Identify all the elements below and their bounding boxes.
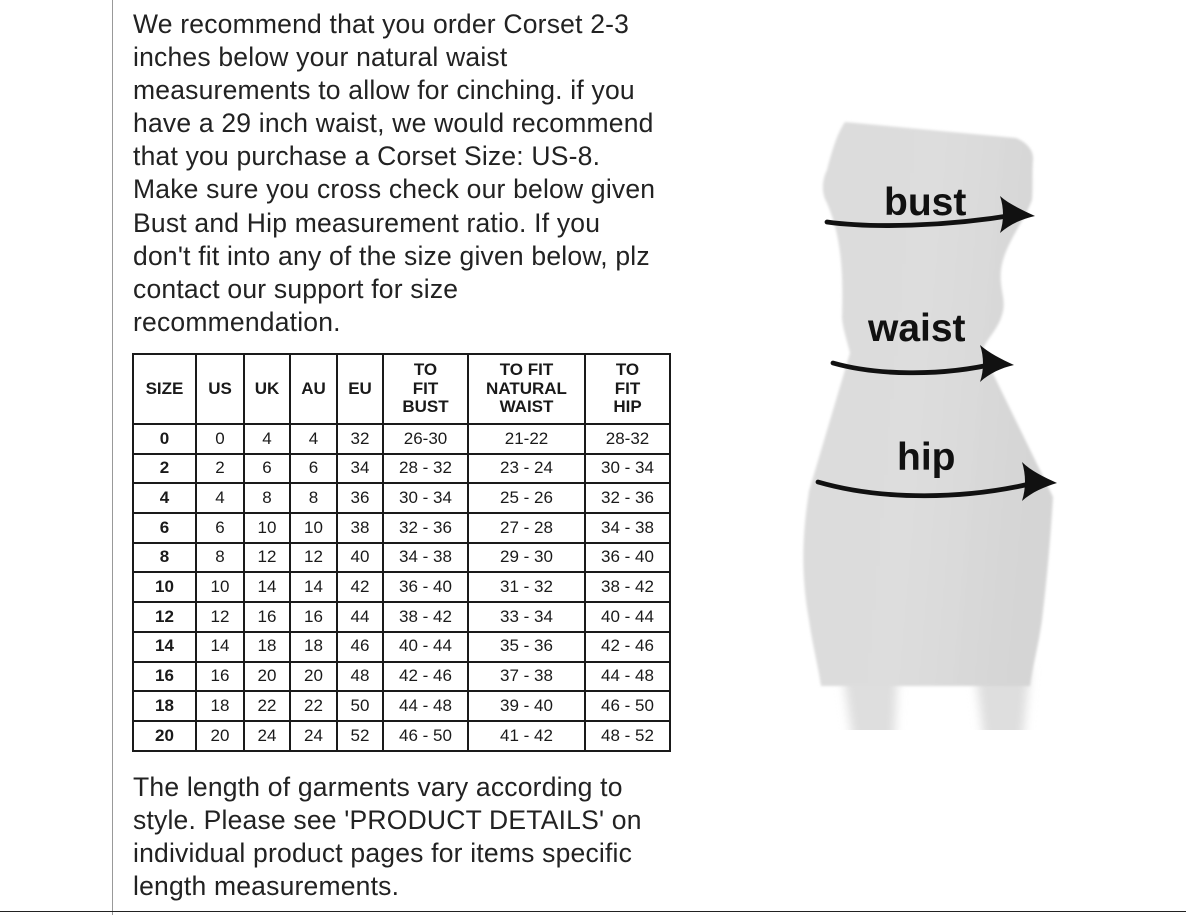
svg-text:hip: hip xyxy=(897,436,955,479)
svg-text:waist: waist xyxy=(867,307,966,350)
svg-text:bust: bust xyxy=(884,181,966,224)
